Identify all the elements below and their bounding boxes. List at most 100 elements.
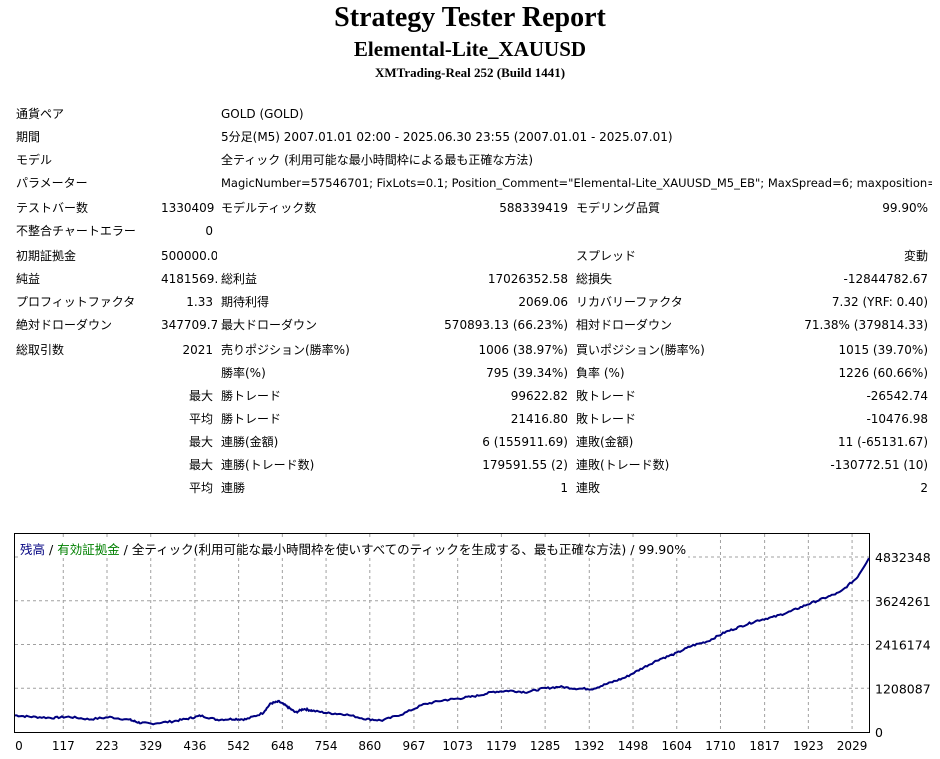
chart-legend: 残高 / 有効証拠金 / 全ティック(利用可能な最小時間枠を使いすべてのティック… [20, 539, 689, 558]
mismatch-label: 不整合チャートエラー [16, 223, 136, 238]
x-tick-label: 1285 [530, 739, 561, 753]
report-table: 通貨ペア GOLD (GOLD) 期間 5分足(M5) 2007.01.01 0… [12, 102, 932, 499]
period-label: 期間 [16, 129, 41, 144]
row-win-rate: 勝率(%) 795 (39.34%) 負率 (%) 1226 (60.66%) [12, 361, 932, 384]
row-bars: テストバー数 1330409 モデルティック数 588339419 モデリング品… [12, 196, 932, 219]
y-tick-label: 3624261 [875, 594, 931, 609]
net-label: 純益 [16, 271, 41, 286]
win-rate-label: 勝率(%) [221, 365, 266, 380]
x-tick-label: 860 [358, 739, 381, 753]
gross-loss-value: -12844782.67 [843, 271, 929, 286]
abs-dd-label: 絶対ドローダウン [16, 317, 113, 332]
expert-name: Elemental-Lite_XAUUSD [353, 37, 587, 61]
server-build: XMTrading-Real 252 (Build 1441) [374, 65, 566, 80]
largest-loss-label: 敗トレード [576, 388, 637, 403]
max-cons-wins-label: 連勝(金額) [221, 434, 279, 449]
legend-balance: 残高 [20, 542, 46, 557]
chart-grid [15, 534, 869, 732]
x-tick-label: 1923 [793, 739, 824, 753]
largest-win-label: 勝トレード [221, 388, 282, 403]
row-params: パラメーター MagicNumber=57546701; FixLots=0.1… [12, 171, 932, 194]
max-cons-losses-value: 11 (-65131.67) [837, 434, 929, 449]
payoff-label: 期待利得 [221, 294, 270, 309]
short-label: 売りポジション(勝率%) [221, 342, 350, 357]
x-tick-label: 542 [227, 739, 250, 753]
mismatch-value: 0 [205, 223, 213, 238]
model-label: モデル [16, 152, 53, 167]
short-value: 1006 (38.97%) [478, 342, 568, 357]
legend-description: 全ティック(利用可能な最小時間枠を使いすべてのティックを生成する、最も正確な方法… [131, 542, 687, 557]
row-net: 純益 4181569.91 総利益 17026352.58 総損失 -12844… [12, 267, 932, 290]
win-rate-value: 795 (39.34%) [486, 365, 568, 380]
row-average: 平均 勝トレード 21416.80 敗トレード -10476.98 [12, 407, 932, 430]
x-tick-label: 223 [96, 739, 119, 753]
gross-profit-value: 17026352.58 [487, 271, 568, 286]
avg-cons-losses-label: 連敗 [576, 480, 601, 495]
deposit-label: 初期証拠金 [16, 248, 77, 263]
row-period: 期間 5分足(M5) 2007.01.01 02:00 - 2025.06.30… [12, 125, 932, 148]
pf-label: プロフィットファクタ [16, 294, 136, 309]
max-cons-profit-label: 連勝(トレード数) [221, 457, 315, 472]
x-axis: 0 117 223 329 436 542 648 754 860 967 1073 1179 1285… [15, 739, 867, 753]
x-tick-label: 1179 [486, 739, 517, 753]
y-axis: 0 1208087 2416174 3624261 4832348 [875, 550, 931, 740]
balance-chart-frame [14, 533, 870, 733]
x-tick-label: 967 [402, 739, 425, 753]
row-total-trades: 総取引数 2021 売りポジション(勝率%) 1006 (38.97%) 買いポ… [12, 338, 932, 361]
row-largest: 最大 勝トレード 99622.82 敗トレード -26542.74 [12, 384, 932, 407]
report-title: Strategy Tester Report [334, 2, 606, 33]
y-tick-label: 2416174 [875, 638, 931, 653]
legend-equity: 有効証拠金 [57, 542, 120, 557]
max-cons-profit-prefix: 最大 [188, 457, 213, 472]
x-tick-label: 754 [315, 739, 338, 753]
max-cons-loss-label: 連敗(トレード数) [576, 457, 670, 472]
long-value: 1015 (39.70%) [838, 342, 929, 357]
x-tick-label: 1073 [442, 739, 473, 753]
x-tick-label: 648 [271, 739, 294, 753]
largest-loss-value: -26542.74 [866, 388, 929, 403]
max-cons-profit-value: 179591.55 (2) [482, 457, 568, 472]
recovery-value: 7.32 (YRF: 0.40) [831, 294, 929, 309]
symbol-value: GOLD (GOLD) [221, 106, 304, 121]
deposit-value: 500000.00 [161, 248, 217, 263]
y-tick-label: 1208087 [875, 681, 931, 696]
max-dd-value: 570893.13 (66.23%) [444, 317, 568, 332]
quality-value: 99.90% [882, 200, 929, 215]
params-label: パラメーター [16, 175, 88, 190]
loss-rate-value: 1226 (60.66%) [838, 365, 929, 380]
balance-line [15, 557, 870, 726]
chart-series [15, 557, 870, 726]
abs-dd-value: 347709.74 [161, 317, 217, 332]
x-tick-label: 1710 [705, 739, 736, 753]
x-tick-label: 0 [15, 739, 23, 753]
average-prefix: 平均 [188, 411, 213, 426]
total-trades-value: 2021 [182, 342, 213, 357]
bars-label: テストバー数 [16, 200, 89, 215]
avg-win-value: 21416.80 [510, 411, 568, 426]
balance-chart: 0 117 223 329 436 542 648 754 860 967 1073 1179 1285… [15, 534, 931, 753]
y-tick-label: 4832348 [875, 550, 931, 565]
ticks-value: 588339419 [499, 200, 568, 215]
row-avg-cons: 平均 連勝 1 連敗 2 [12, 476, 932, 499]
x-tick-label: 1392 [574, 739, 605, 753]
gross-loss-label: 総損失 [576, 271, 613, 286]
row-dd: 絶対ドローダウン 347709.74 最大ドローダウン 570893.13 (6… [12, 313, 932, 336]
avg-loss-label: 敗トレード [576, 411, 637, 426]
row-deposit: 初期証拠金 500000.00 スプレッド 変動 [12, 244, 932, 267]
spread-label: スプレッド [576, 248, 637, 263]
legend-sep-1: / [45, 542, 58, 557]
max-cons-wins-value: 6 (155911.69) [482, 434, 568, 449]
x-tick-label: 436 [183, 739, 206, 753]
model-value: 全ティック (利用可能な最小時間枠による最も正確な方法) [221, 152, 534, 167]
rel-dd-value: 71.38% (379814.33) [804, 317, 929, 332]
rel-dd-label: 相対ドローダウン [576, 317, 673, 332]
avg-cons-losses-value: 2 [920, 480, 929, 495]
max-cons-prefix: 最大 [188, 434, 213, 449]
loss-rate-label: 負率 (%) [576, 365, 625, 380]
row-model: モデル 全ティック (利用可能な最小時間枠による最も正確な方法) [12, 148, 932, 171]
row-pf: プロフィットファクタ 1.33 期待利得 2069.06 リカバリーファクタ 7… [12, 290, 932, 313]
symbol-label: 通貨ペア [16, 106, 65, 121]
largest-win-value: 99622.82 [510, 388, 568, 403]
max-cons-losses-label: 連敗(金額) [576, 434, 634, 449]
avg-cons-wins-label: 連勝 [221, 480, 246, 495]
